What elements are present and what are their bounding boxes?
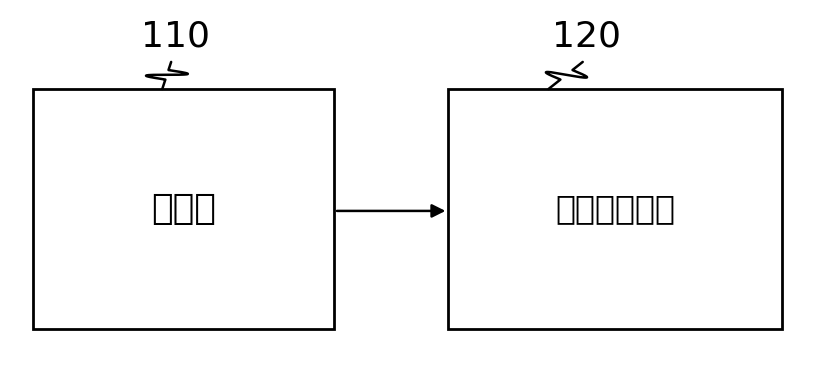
Bar (448, 89, 782, 329)
Text: 120: 120 (553, 20, 621, 54)
Text: 电压调节电路: 电压调节电路 (555, 192, 676, 226)
Bar (33, 89, 334, 329)
Text: 控制器: 控制器 (151, 192, 216, 226)
Text: 110: 110 (141, 20, 209, 54)
